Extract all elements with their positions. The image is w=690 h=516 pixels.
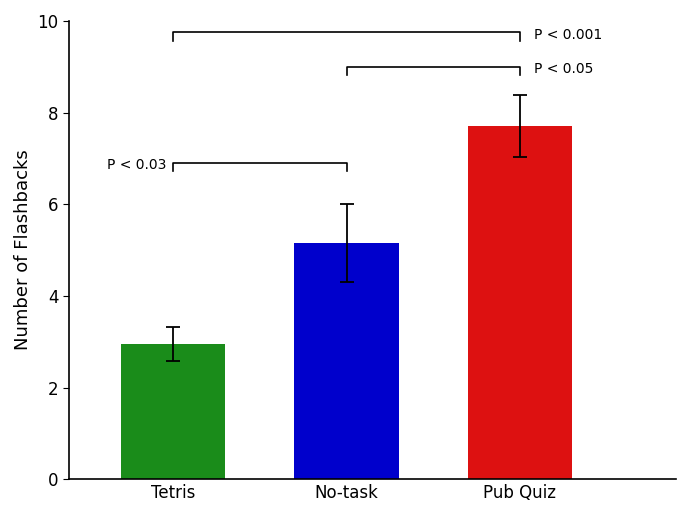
Text: P < 0.05: P < 0.05 xyxy=(534,62,593,76)
Bar xyxy=(295,243,399,479)
Y-axis label: Number of Flashbacks: Number of Flashbacks xyxy=(14,150,32,350)
Text: P < 0.03: P < 0.03 xyxy=(107,158,166,172)
Bar xyxy=(468,126,572,479)
Text: P < 0.001: P < 0.001 xyxy=(534,28,602,42)
Bar xyxy=(121,344,225,479)
